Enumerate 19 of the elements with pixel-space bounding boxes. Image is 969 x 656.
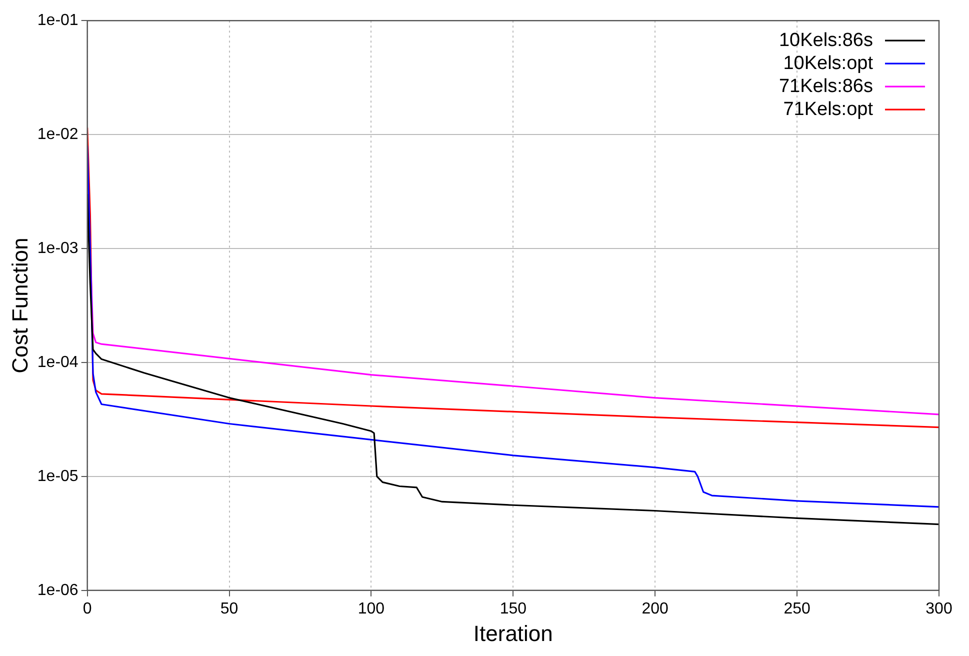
y-tick-label: 1e-03: [37, 240, 78, 257]
y-tick-label: 1e-02: [37, 126, 78, 143]
x-tick-label: 200: [642, 600, 669, 618]
y-tick-label: 1e-06: [37, 582, 78, 599]
y-axis-title: Cost Function: [7, 238, 32, 374]
x-tick-label: 150: [500, 600, 527, 618]
legend-label: 10Kels:86s: [778, 30, 873, 51]
x-tick-label: 250: [784, 600, 810, 618]
legend-label: 71Kels:opt: [783, 98, 874, 120]
x-tick-label: 0: [82, 600, 92, 618]
legend-label: 71Kels:86s: [778, 76, 873, 97]
y-tick-label: 1e-04: [37, 354, 78, 371]
legend-label: 10Kels:opt: [783, 52, 874, 74]
y-tick-label: 1e-01: [37, 12, 78, 30]
x-tick-label: 300: [926, 600, 952, 618]
x-tick-label: 100: [358, 600, 385, 618]
x-axis-title: Iteration: [473, 620, 553, 646]
y-tick-label: 1e-05: [37, 468, 78, 485]
x-tick-label: 50: [220, 600, 238, 618]
